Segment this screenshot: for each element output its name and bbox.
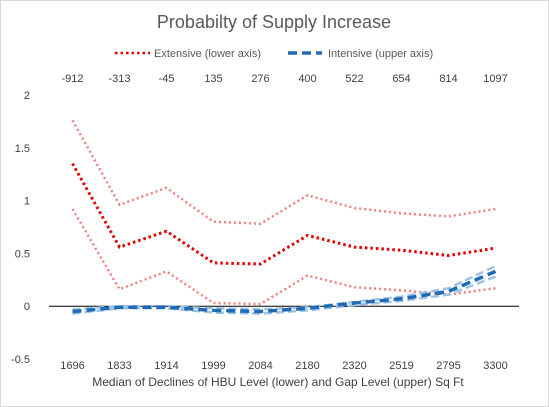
y-tick-label: -0.5 bbox=[11, 354, 30, 366]
y-tick-label: 2 bbox=[24, 90, 30, 102]
upper-tick-label: 814 bbox=[439, 73, 457, 85]
extensive-upper-band bbox=[73, 120, 496, 224]
legend: Extensive (lower axis) Intensive (upper … bbox=[115, 48, 433, 60]
lower-tick-label: 1999 bbox=[201, 360, 225, 372]
lower-tick-label: 2320 bbox=[342, 360, 366, 372]
lower-tick-label: 3300 bbox=[483, 360, 507, 372]
intensive-upper-band bbox=[73, 266, 496, 309]
lower-tick-label: 2180 bbox=[295, 360, 319, 372]
lower-axis-ticks: 1696 1833 1914 1999 2084 2180 2320 2519 2795 3300 bbox=[60, 360, 507, 372]
lower-tick-label: 1833 bbox=[107, 360, 131, 372]
lower-tick-label: 1914 bbox=[154, 360, 178, 372]
x-axis-label: Median of Declines of HBU Level (lower) … bbox=[92, 375, 464, 389]
upper-tick-label: -45 bbox=[159, 73, 175, 85]
y-tick-label: 1.5 bbox=[15, 143, 30, 155]
legend-extensive-label: Extensive (lower axis) bbox=[154, 48, 261, 60]
upper-axis-ticks: -912 -313 -45 135 276 400 522 654 814 1097 bbox=[61, 73, 507, 85]
chart-title: Probabilty of Supply Increase bbox=[157, 12, 391, 32]
y-tick-label: 1 bbox=[24, 196, 30, 208]
lower-tick-label: 2084 bbox=[248, 360, 272, 372]
y-tick-label: 0.5 bbox=[15, 248, 30, 260]
lower-tick-label: 2519 bbox=[389, 360, 413, 372]
lower-tick-label: 2795 bbox=[436, 360, 460, 372]
upper-tick-label: 654 bbox=[392, 73, 410, 85]
upper-tick-label: 276 bbox=[251, 73, 269, 85]
legend-intensive-label: Intensive (upper axis) bbox=[328, 48, 433, 60]
series-layer bbox=[73, 120, 496, 313]
upper-tick-label: 1097 bbox=[483, 73, 507, 85]
upper-tick-label: 400 bbox=[298, 73, 316, 85]
y-tick-label: 0 bbox=[24, 301, 30, 313]
extensive-lower-band bbox=[73, 209, 496, 304]
upper-tick-label: -912 bbox=[61, 73, 83, 85]
y-axis-ticks: -0.5 0 0.5 1 1.5 2 bbox=[11, 90, 30, 366]
upper-tick-label: 135 bbox=[204, 73, 222, 85]
lower-tick-label: 1696 bbox=[60, 360, 84, 372]
upper-tick-label: -313 bbox=[108, 73, 130, 85]
upper-tick-label: 522 bbox=[345, 73, 363, 85]
extensive-line bbox=[73, 164, 496, 264]
